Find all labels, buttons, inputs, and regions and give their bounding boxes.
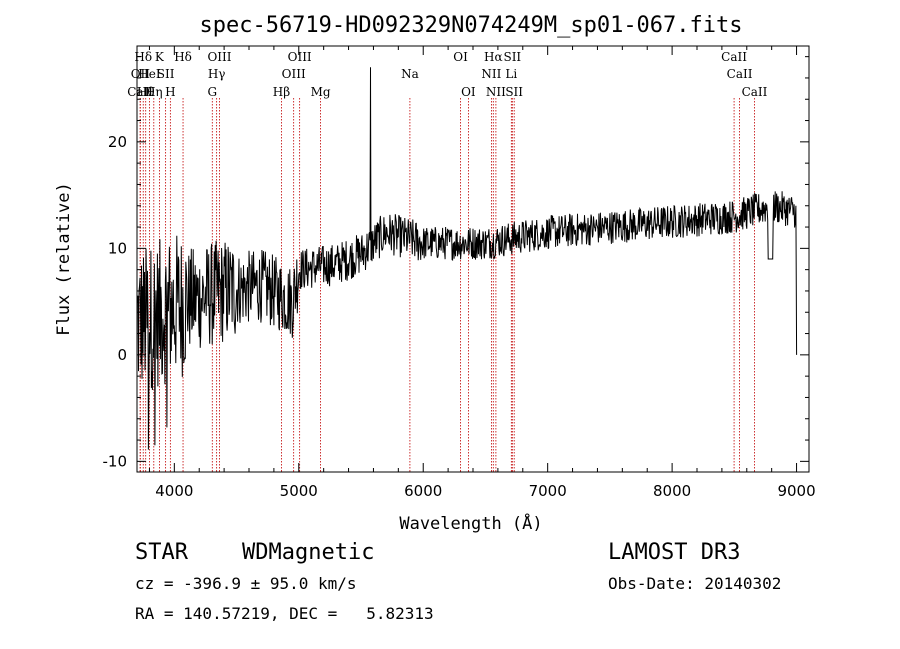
y-tick-label: -10 [103, 452, 128, 470]
line-marker-label: NII [486, 85, 506, 99]
line-marker-label: Hβ [273, 85, 290, 99]
coordinates-readout: RA = 140.57219, DEC = 5.82313 [135, 604, 434, 623]
line-marker-label: HeI [138, 67, 161, 81]
line-marker-label: G [207, 85, 217, 99]
line-marker-label: Hα [484, 50, 503, 64]
line-marker-label: SII [157, 67, 175, 81]
y-tick-label: 0 [117, 346, 127, 364]
line-marker-label: SII [505, 85, 523, 99]
line-marker-label: Li [505, 67, 517, 81]
survey-label: LAMOST DR3 [608, 540, 741, 565]
line-marker-label: CaII [721, 50, 747, 64]
line-marker-label: SII [503, 50, 521, 64]
x-tick-label: 8000 [653, 482, 691, 500]
line-marker-label: OIII [282, 67, 306, 81]
x-tick-label: 9000 [777, 482, 815, 500]
x-tick-label: 6000 [404, 482, 442, 500]
x-axis-label: Wavelength (Å) [399, 512, 542, 534]
spectrum-series-line [136, 67, 798, 450]
line-marker-label: OIII [288, 50, 312, 64]
line-marker-label: OI [461, 85, 476, 99]
line-marker-label: NII [481, 67, 501, 81]
y-tick-label: 20 [108, 133, 127, 151]
observation-date: Obs-Date: 20140302 [608, 574, 782, 593]
line-marker-label: Hδ [134, 50, 152, 64]
y-axis-label: Flux (relative) [54, 182, 74, 336]
x-tick-label: 4000 [155, 482, 193, 500]
line-marker-label: Hδ [174, 50, 192, 64]
object-subclass: WDMagnetic [242, 540, 375, 565]
line-marker-label: Hη [145, 85, 163, 99]
line-marker-label: OII [131, 67, 151, 81]
axis-ticks: 4000 5000 6000 7000 8000 9000 -10 0 10 20 [103, 46, 816, 500]
x-tick-label: 5000 [280, 482, 318, 500]
line-marker-label: Hγ [208, 67, 226, 81]
y-tick-label: 10 [108, 239, 127, 257]
x-tick-label: 7000 [529, 482, 567, 500]
redshift-readout: cz = -396.9 ± 95.0 km/s [135, 574, 357, 593]
object-class: STAR [135, 540, 188, 565]
line-marker-label: Mg [311, 85, 331, 99]
line-marker-label: Na [401, 67, 419, 81]
line-marker-label: CaII [727, 67, 753, 81]
line-marker-label: CaII [742, 85, 768, 99]
line-marker-label: H [165, 85, 175, 99]
line-marker-label: CaII [127, 85, 153, 99]
chart-title: spec-56719-HD092329N074249M_sp01-067.fit… [199, 13, 742, 38]
line-marker-label: OIII [207, 50, 231, 64]
plot-frame [136, 45, 810, 473]
line-marker-label: OI [453, 50, 468, 64]
line-marker-label: K [155, 50, 165, 64]
line-marker-label: Hθ [137, 85, 155, 99]
